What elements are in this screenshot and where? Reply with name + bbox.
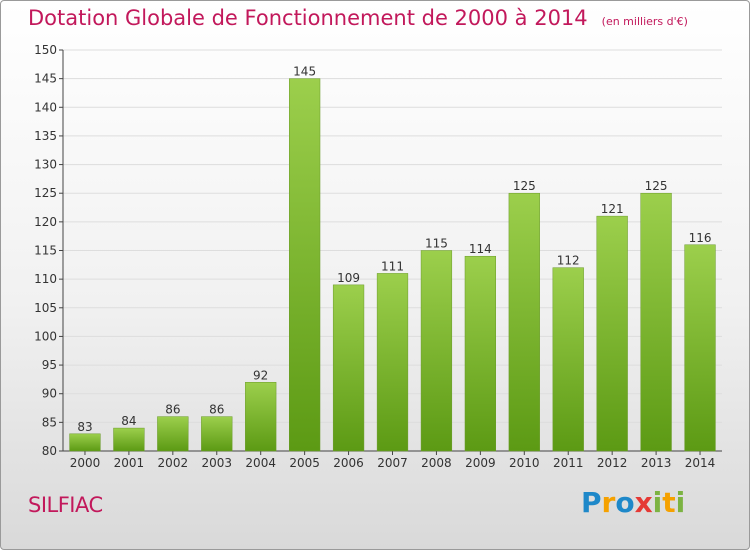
y-tick-label: 145 <box>34 72 57 86</box>
chart-title: Dotation Globale de Fonctionnement de 20… <box>28 6 688 30</box>
y-tick-label: 110 <box>34 272 57 286</box>
x-tick-label: 2013 <box>641 456 672 470</box>
y-tick-label: 80 <box>42 444 57 458</box>
bar[interactable] <box>113 427 145 452</box>
y-tick-label: 90 <box>42 387 57 401</box>
y-tick-label: 135 <box>34 129 57 143</box>
data-label: 109 <box>337 271 360 285</box>
x-tick-label: 2012 <box>597 456 628 470</box>
bar[interactable] <box>157 416 189 452</box>
x-tick-label: 2001 <box>114 456 145 470</box>
data-label: 112 <box>557 254 580 268</box>
y-tick-label: 85 <box>42 415 57 429</box>
y-tick-label: 115 <box>34 244 57 258</box>
data-label: 116 <box>689 231 712 245</box>
data-label: 92 <box>253 368 268 382</box>
bar[interactable] <box>332 284 365 452</box>
logo-letter: P <box>581 486 602 519</box>
y-tick-label: 130 <box>34 158 57 172</box>
bar[interactable] <box>640 192 672 452</box>
bar[interactable] <box>245 382 277 452</box>
x-tick-label: 2002 <box>158 456 189 470</box>
bar[interactable] <box>376 273 409 452</box>
x-tick-label: 2000 <box>70 456 101 470</box>
y-tick-label: 125 <box>34 186 57 200</box>
logo-letter: x <box>634 486 653 519</box>
bar[interactable] <box>69 433 101 452</box>
x-tick-label: 2011 <box>553 456 584 470</box>
logo-letter: i <box>675 486 686 519</box>
data-label: 86 <box>209 403 224 417</box>
data-label: 125 <box>645 179 668 193</box>
bar[interactable] <box>596 215 628 452</box>
bar[interactable] <box>201 416 233 452</box>
chart-subtitle: (en milliers d'€) <box>601 15 688 28</box>
data-label: 84 <box>121 414 136 428</box>
axes: 80 85 90 95 100 105 110 115 120 125 130 135 140 145 15… <box>34 43 722 470</box>
y-tick-label: 95 <box>42 358 57 372</box>
x-tick-label: 2004 <box>245 456 276 470</box>
logo-letter: i <box>652 486 663 519</box>
chart-title-text: Dotation Globale de Fonctionnement de 20… <box>28 6 588 30</box>
data-label: 115 <box>425 237 448 251</box>
data-label: 145 <box>293 65 316 79</box>
data-label: 83 <box>77 420 92 434</box>
bar[interactable] <box>464 255 496 452</box>
x-tick-label: 2007 <box>377 456 408 470</box>
data-label: 86 <box>165 403 180 417</box>
y-tick-label: 105 <box>34 301 57 315</box>
x-tick-label: 2008 <box>421 456 452 470</box>
logo-letter: r <box>601 486 616 519</box>
data-label: 125 <box>513 179 536 193</box>
proxiti-logo[interactable]: Proxiti <box>581 486 685 519</box>
bar[interactable] <box>684 244 716 452</box>
data-labels: 83 84 86 86 92 145 109 111 115 114 125 112 121 125 116 <box>77 65 711 434</box>
x-tick-label: 2014 <box>685 456 716 470</box>
x-tick-label: 2003 <box>201 456 232 470</box>
x-tick-label: 2010 <box>509 456 540 470</box>
data-label: 114 <box>469 242 492 256</box>
x-tick-label: 2005 <box>289 456 320 470</box>
bar[interactable] <box>289 78 321 452</box>
x-tick-label: 2006 <box>333 456 364 470</box>
y-tick-label: 120 <box>34 215 57 229</box>
y-tick-label: 140 <box>34 100 57 114</box>
x-tick-label: 2009 <box>465 456 496 470</box>
bars <box>69 78 716 452</box>
data-label: 111 <box>381 259 404 273</box>
place-name: SILFIAC <box>28 493 103 517</box>
bar[interactable] <box>508 192 540 452</box>
bar[interactable] <box>420 250 453 452</box>
y-tick-label: 100 <box>34 329 57 343</box>
logo-letter: t <box>662 486 676 519</box>
logo-letter: o <box>615 486 635 519</box>
data-label: 121 <box>601 202 624 216</box>
bar[interactable] <box>552 267 584 452</box>
y-tick-label: 150 <box>34 43 57 57</box>
